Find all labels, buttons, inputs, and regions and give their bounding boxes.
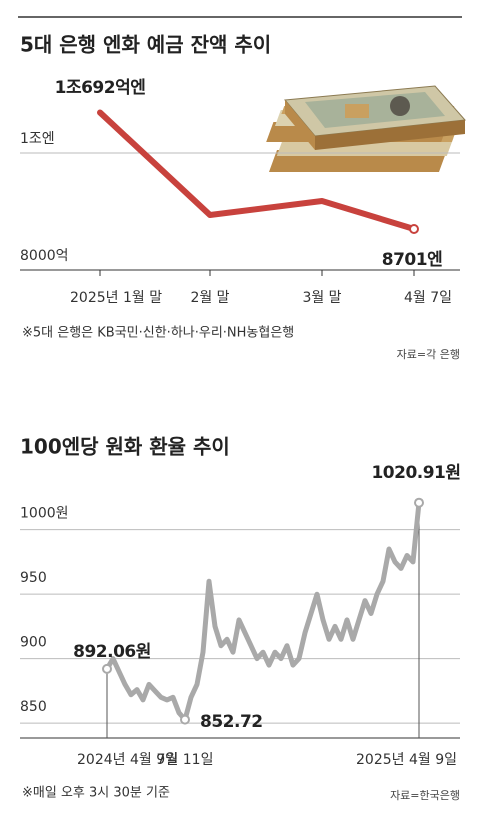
point-marker <box>102 663 112 674</box>
x-tick-label: 2024년 4월 9일 <box>77 752 178 768</box>
point-marker <box>180 714 190 725</box>
source: 자료=한국은행 <box>390 789 460 802</box>
x-tick-label: 7월 11일 <box>157 752 214 768</box>
data-line <box>104 500 422 723</box>
y-tick-label: 900 <box>20 635 47 651</box>
source: 자료=각 은행 <box>397 348 460 361</box>
y-tick-label: 8000억 <box>20 248 69 264</box>
point-marker <box>409 223 419 234</box>
x-tick-label: 4월 7일 <box>404 290 452 306</box>
y-tick-label: 1000원 <box>20 506 69 522</box>
y-tick-label: 1조엔 <box>20 131 55 147</box>
data-label: 1020.91원 <box>371 463 460 483</box>
money-illustration <box>266 85 467 172</box>
note: ※5대 은행은 KB국민·신한·하나·우리·NH농협은행 <box>22 325 294 341</box>
x-tick-label: 2025년 4월 9일 <box>356 752 457 768</box>
x-tick-label: 3월 말 <box>302 290 341 306</box>
data-line <box>97 109 417 232</box>
data-label: 1조692억엔 <box>55 78 146 98</box>
y-tick-label: 950 <box>20 570 47 586</box>
x-tick-label: 2025년 1월 말 <box>70 290 162 306</box>
note: ※매일 오후 3시 30분 기준 <box>22 786 170 801</box>
y-tick-label: 850 <box>20 699 47 715</box>
data-label: 892.06원 <box>73 642 151 662</box>
point-marker <box>414 497 424 508</box>
chart-title: 5대 은행 엔화 예금 잔액 추이 <box>20 33 271 57</box>
chart-title: 100엔당 원화 환율 추이 <box>20 435 230 459</box>
x-tick-label: 2월 말 <box>190 290 229 306</box>
data-label: 852.72 <box>200 712 263 732</box>
data-label: 8701엔 <box>382 250 442 270</box>
